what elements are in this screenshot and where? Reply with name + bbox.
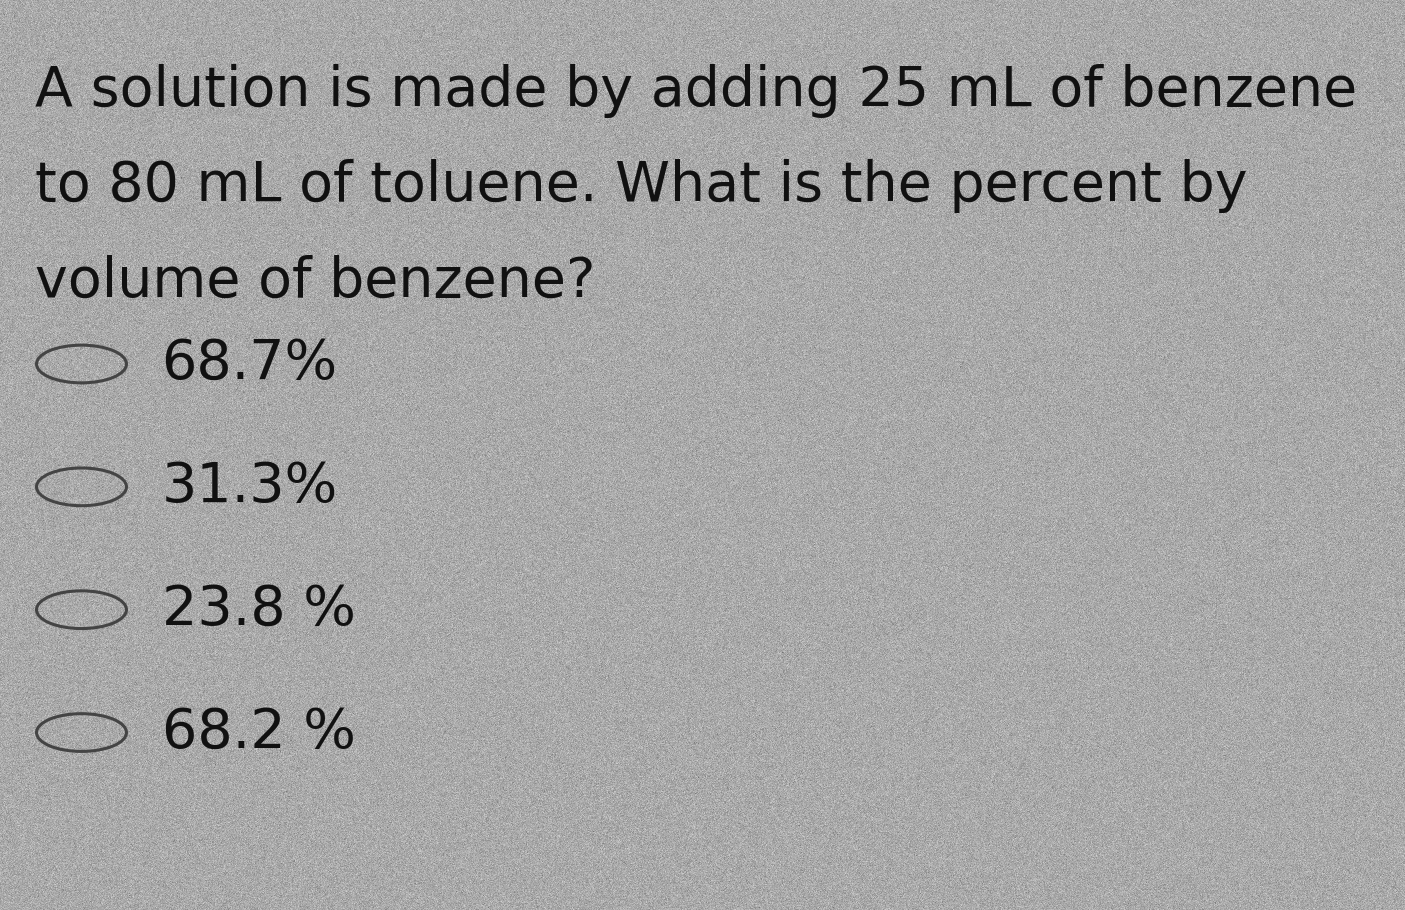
Text: 31.3%: 31.3% — [162, 460, 339, 514]
Text: to 80 mL of toluene. What is the percent by: to 80 mL of toluene. What is the percent… — [35, 159, 1248, 213]
Text: 68.7%: 68.7% — [162, 337, 337, 391]
Text: 23.8 %: 23.8 % — [162, 582, 355, 637]
Text: 68.2 %: 68.2 % — [162, 705, 355, 760]
Text: A solution is made by adding 25 mL of benzene: A solution is made by adding 25 mL of be… — [35, 64, 1357, 117]
Text: volume of benzene?: volume of benzene? — [35, 255, 596, 308]
